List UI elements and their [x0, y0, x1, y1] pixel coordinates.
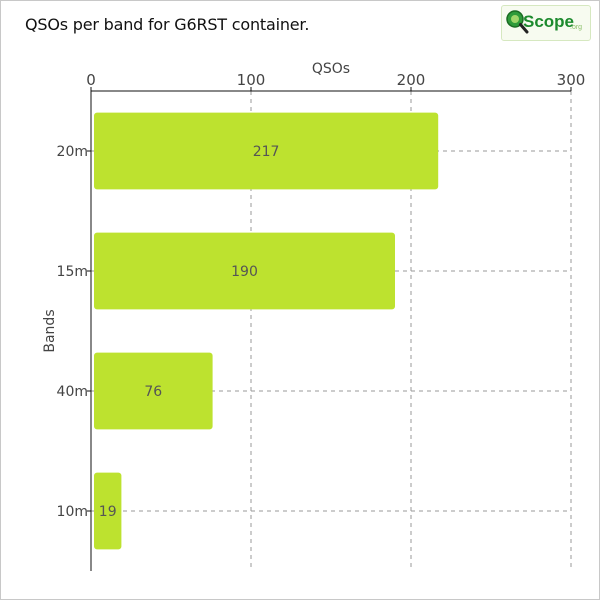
x-tick-label-300: 300 [557, 71, 586, 89]
y-axis-title: Bands [42, 309, 58, 352]
data-label-40m: 76 [144, 384, 162, 400]
y-tick-label-15m: 15m [57, 264, 88, 280]
bar-20m[interactable] [94, 112, 439, 190]
y-tick-label-10m: 10m [57, 504, 88, 520]
qscope-logo[interactable]: Scope .org [501, 5, 591, 41]
logo-text: Scope [523, 12, 575, 31]
data-label-20m: 217 [253, 144, 280, 160]
x-axis-title: QSOs [312, 61, 350, 77]
qscope-magnifier-icon [506, 10, 529, 34]
data-label-10m: 19 [99, 504, 117, 520]
logo-subtext: .org [570, 24, 583, 31]
bars: 217 190 76 19 [94, 112, 439, 550]
data-label-15m: 190 [231, 264, 258, 280]
y-tick-label-20m: 20m [57, 144, 88, 160]
chart-title: QSOs per band for G6RST container. [25, 15, 310, 34]
bar-15m[interactable] [94, 232, 395, 310]
x-tick-label-100: 100 [237, 71, 266, 89]
axes: 20m 15m 40m 10m 0 100 200 300 QSOs Bands [42, 61, 585, 571]
bar-40m[interactable] [94, 352, 213, 430]
x-tick-label-200: 200 [397, 71, 426, 89]
y-tick-label-40m: 40m [57, 384, 88, 400]
x-tick-label-0: 0 [86, 71, 96, 89]
bar-10m[interactable] [94, 472, 122, 550]
